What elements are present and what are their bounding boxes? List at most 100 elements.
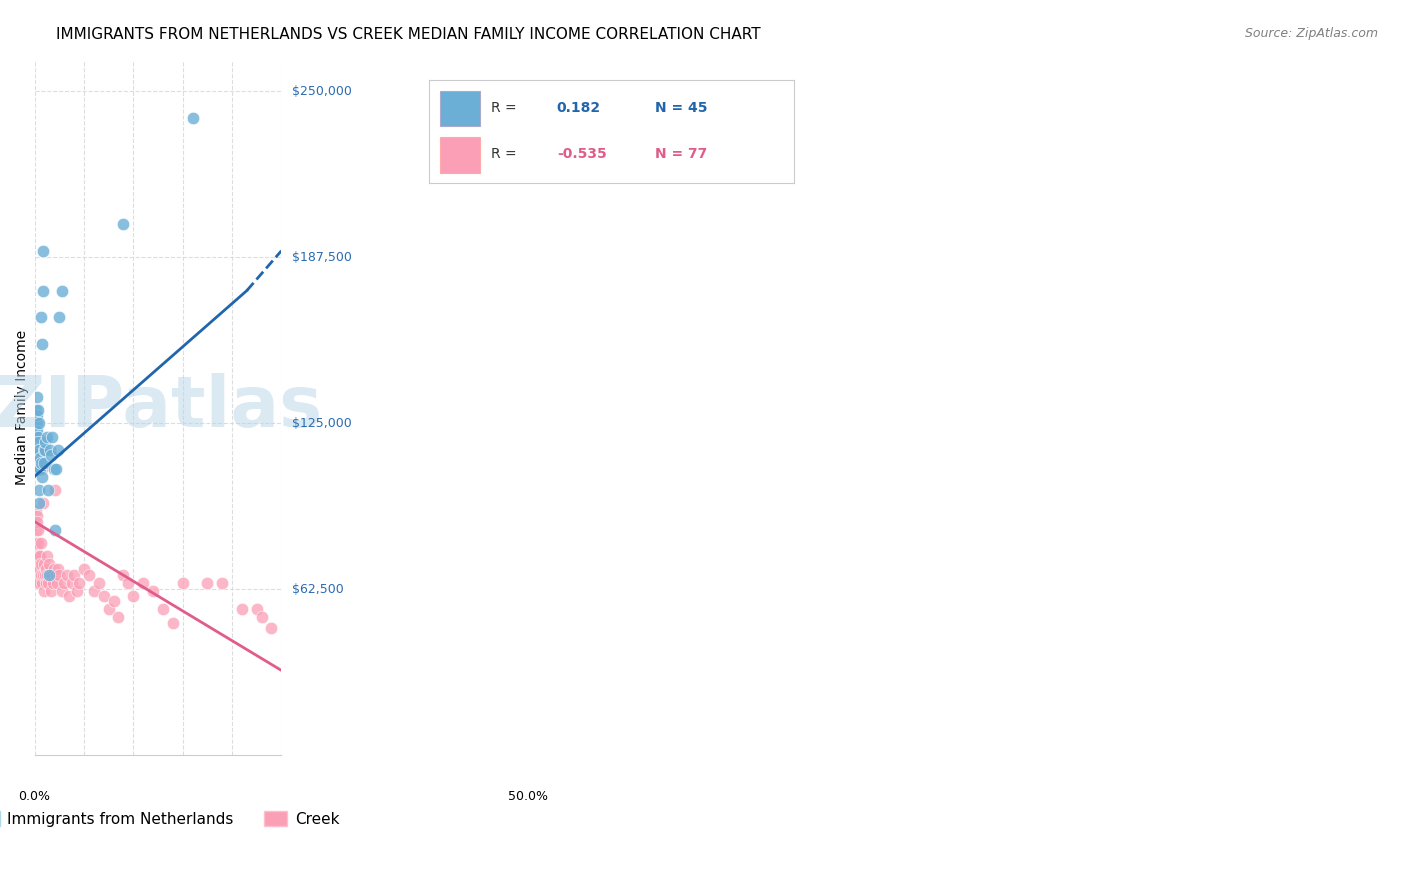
Point <box>34 456 56 470</box>
Text: R =: R = <box>491 147 516 161</box>
Point <box>27 536 49 550</box>
Point <box>25 549 48 564</box>
Point <box>32 284 55 298</box>
Point <box>27 442 49 457</box>
Point <box>25 515 48 529</box>
Point <box>41 430 63 444</box>
Point <box>39 442 62 457</box>
Point <box>25 409 48 423</box>
Point <box>35 575 58 590</box>
Point <box>32 496 55 510</box>
Point <box>250 610 273 624</box>
Point <box>24 515 46 529</box>
Text: N = 77: N = 77 <box>655 147 707 161</box>
Point <box>27 430 49 444</box>
Point <box>30 557 52 571</box>
Point <box>87 575 110 590</box>
FancyBboxPatch shape <box>440 91 479 127</box>
Point <box>46 575 69 590</box>
Point <box>122 589 145 603</box>
Point <box>35 562 58 576</box>
Point <box>37 567 59 582</box>
Text: ZIPatlas: ZIPatlas <box>0 373 323 442</box>
Point <box>83 583 105 598</box>
FancyBboxPatch shape <box>440 136 479 173</box>
Text: -0.535: -0.535 <box>557 147 606 161</box>
Point <box>27 575 49 590</box>
Point <box>30 567 52 582</box>
Point <box>24 417 46 431</box>
Point <box>117 575 139 590</box>
Point <box>63 567 86 582</box>
Point <box>28 483 51 497</box>
Point <box>28 461 51 475</box>
Text: $250,000: $250,000 <box>292 85 353 98</box>
Point <box>60 575 83 590</box>
Point <box>37 483 59 497</box>
Point <box>27 403 49 417</box>
Y-axis label: Median Family Income: Median Family Income <box>15 330 30 485</box>
Text: R =: R = <box>491 101 516 115</box>
Point <box>51 284 73 298</box>
Point <box>112 217 135 231</box>
Point <box>103 594 125 608</box>
Point <box>172 575 194 590</box>
Point <box>67 575 90 590</box>
Point <box>231 602 253 616</box>
Point <box>37 575 59 590</box>
Text: $62,500: $62,500 <box>292 582 344 596</box>
Point <box>93 589 115 603</box>
Point <box>28 575 51 590</box>
Point <box>27 549 49 564</box>
Point <box>38 567 60 582</box>
Point <box>28 557 51 571</box>
Text: Source: ZipAtlas.com: Source: ZipAtlas.com <box>1244 27 1378 40</box>
Point <box>39 567 62 582</box>
Point <box>35 430 58 444</box>
Point <box>32 244 55 258</box>
Point <box>195 575 218 590</box>
Point <box>73 562 96 576</box>
Text: 0.0%: 0.0% <box>18 790 51 803</box>
Text: 0.182: 0.182 <box>557 101 600 115</box>
Point <box>25 390 48 404</box>
Point <box>24 523 46 537</box>
Point <box>152 602 174 616</box>
Point <box>48 567 70 582</box>
Point <box>31 336 53 351</box>
Point <box>30 549 52 564</box>
Point <box>32 442 55 457</box>
Point <box>27 450 49 465</box>
Point <box>25 536 48 550</box>
Point <box>112 567 135 582</box>
Point <box>25 509 48 524</box>
Point <box>132 575 155 590</box>
Point <box>24 430 46 444</box>
Point <box>260 621 283 635</box>
Point <box>25 435 48 450</box>
Point <box>27 523 49 537</box>
Point <box>246 602 269 616</box>
Point <box>34 435 56 450</box>
Text: N = 45: N = 45 <box>655 101 709 115</box>
Point <box>107 610 129 624</box>
Point <box>44 523 66 537</box>
Point <box>34 557 56 571</box>
Point <box>25 562 48 576</box>
Point <box>181 111 204 125</box>
Point <box>41 567 63 582</box>
Point <box>211 575 233 590</box>
Point <box>55 567 77 582</box>
Point <box>39 583 62 598</box>
Point <box>27 435 49 450</box>
Point <box>34 567 56 582</box>
Point <box>38 557 60 571</box>
Text: $187,500: $187,500 <box>292 251 353 264</box>
Point <box>46 442 69 457</box>
Point <box>34 442 56 457</box>
Point <box>97 602 120 616</box>
Point <box>25 541 48 556</box>
Point <box>48 310 70 325</box>
Point <box>142 583 165 598</box>
Point <box>28 461 51 475</box>
